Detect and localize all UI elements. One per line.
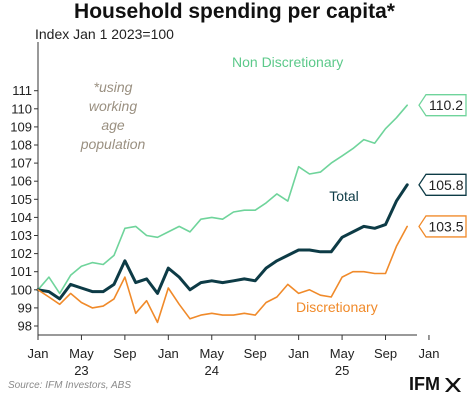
x-tick-label: Sep (374, 346, 397, 361)
y-tick-label: 111 (12, 83, 32, 98)
x-tick-label: Sep (113, 346, 136, 361)
x-tick-label: May (69, 346, 94, 361)
y-tick-label: 107 (10, 156, 32, 171)
y-tick-label: 102 (10, 246, 32, 261)
x-year-label: 25 (335, 363, 349, 378)
series-line-non-discretionary (37, 104, 409, 295)
series-label-total: Total (329, 188, 359, 204)
series-line-total (36, 183, 409, 301)
annotation-line: population (80, 136, 146, 152)
y-tick-label: 100 (10, 282, 32, 297)
y-tick-label: 109 (10, 119, 32, 134)
series-line-discretionary (37, 225, 409, 324)
x-tick-label: Jan (158, 346, 179, 361)
logo-text: IFM (409, 374, 440, 394)
end-value-label-total: 105.8 (428, 177, 463, 193)
series-label-discretionary: Discretionary (296, 299, 378, 315)
end-value-tag-non-discretionary (418, 94, 467, 117)
ifm-logo-icon (445, 377, 461, 392)
y-tick-label: 110 (11, 101, 32, 116)
x-year-label: 23 (74, 363, 88, 378)
y-tick-label: 105 (10, 192, 32, 207)
y-tick-label: 101 (10, 264, 32, 279)
x-tick-label: Sep (244, 346, 267, 361)
chart-subtitle: Index Jan 1 2023=100 (35, 26, 174, 42)
x-year-label: 24 (205, 363, 219, 378)
y-tick-label: 99 (18, 300, 32, 315)
y-tick-label: 98 (18, 319, 32, 334)
x-tick-label: May (330, 346, 355, 361)
x-tick-label: Jan (418, 346, 439, 361)
end-value-label-discretionary: 103.5 (428, 218, 463, 234)
x-tick-label: Jan (288, 346, 309, 361)
y-tick-label: 104 (10, 210, 32, 225)
x-tick-label: Jan (28, 346, 49, 361)
y-tick-label: 106 (10, 174, 32, 189)
ifm-logo: IFM (409, 374, 462, 395)
end-value-tag-total (418, 173, 467, 196)
end-value-label-non-discretionary: 110.2 (429, 97, 463, 113)
chart-title: Household spending per capita* (74, 0, 395, 23)
y-tick-label: 108 (10, 138, 32, 153)
annotation-line: *using (94, 79, 133, 95)
source-note: Source: IFM Investors, ABS (8, 380, 132, 391)
end-value-tag-discretionary (418, 215, 467, 238)
y-tick-label: 103 (10, 228, 32, 243)
x-tick-label: May (199, 346, 224, 361)
annotation-line: working (89, 98, 137, 114)
series-label-non-discretionary: Non Discretionary (232, 54, 343, 70)
annotation-line: age (101, 117, 125, 133)
